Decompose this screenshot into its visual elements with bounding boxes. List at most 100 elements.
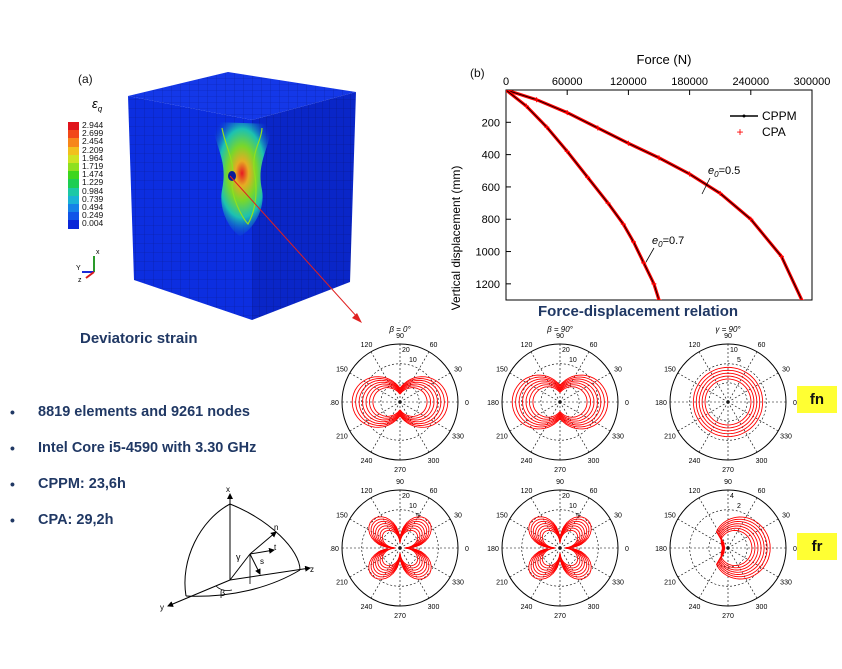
legend-value: 0.494 bbox=[82, 202, 104, 212]
polar-angle-label: 180 bbox=[487, 546, 499, 553]
x-tick-label: 0 bbox=[503, 76, 509, 88]
polar-angle-label: 30 bbox=[782, 513, 790, 520]
polar-ring bbox=[380, 528, 420, 568]
polar-angle-label: 210 bbox=[336, 580, 348, 587]
triad-y-label: Y bbox=[76, 265, 81, 272]
tag-fn: fn bbox=[797, 386, 837, 413]
polar-radial-label: 4 bbox=[730, 493, 734, 500]
polar-angle-label: 210 bbox=[336, 434, 348, 441]
polar-radial-label: 10 bbox=[730, 347, 738, 354]
polar-angle-label: 330 bbox=[452, 434, 464, 441]
polar-spoke bbox=[530, 401, 561, 453]
polar-title: β = 0° bbox=[388, 325, 411, 334]
polar-angle-label: 330 bbox=[452, 580, 464, 587]
polar-spoke bbox=[370, 401, 401, 453]
polar-angle-label: 0 bbox=[793, 400, 797, 407]
svg-text:γ: γ bbox=[236, 552, 241, 562]
legend-swatch bbox=[68, 146, 79, 155]
polar-curve bbox=[379, 527, 421, 569]
legend-swatch bbox=[68, 212, 79, 221]
polar-ring bbox=[361, 509, 439, 587]
polar-spoke bbox=[530, 547, 561, 599]
legend-swatch bbox=[68, 179, 79, 188]
legend-swatch bbox=[68, 122, 79, 131]
polar-angle-label: 210 bbox=[664, 434, 676, 441]
polar-angle-label: 270 bbox=[722, 613, 734, 620]
polar-angle-label: 150 bbox=[664, 367, 676, 374]
legend-value: 1.964 bbox=[82, 152, 104, 163]
polar-spoke bbox=[559, 372, 611, 403]
polar-ring bbox=[708, 528, 748, 568]
polar-radial-label: 20 bbox=[402, 347, 410, 354]
caption-deviatoric: Deviatoric strain bbox=[80, 330, 198, 347]
svg-text:n: n bbox=[274, 523, 278, 532]
polar-curve bbox=[362, 381, 438, 423]
polar-curve bbox=[375, 523, 425, 573]
polar-spoke bbox=[399, 351, 430, 403]
cpa-point bbox=[687, 171, 693, 177]
polar-spoke bbox=[370, 497, 401, 549]
cpa-point bbox=[641, 260, 647, 266]
polar-spoke bbox=[559, 547, 611, 578]
polar-spoke bbox=[399, 401, 430, 453]
legend-swatch bbox=[68, 187, 79, 196]
y-tick-label: 400 bbox=[482, 150, 500, 162]
polar-curve bbox=[368, 516, 432, 580]
x-tick-label: 120000 bbox=[610, 76, 647, 88]
polar-angle-label: 150 bbox=[496, 513, 508, 520]
polar-angle-label: 150 bbox=[336, 513, 348, 520]
polar-spoke bbox=[677, 547, 729, 578]
x-tick-label: 60000 bbox=[552, 76, 583, 88]
polar-ring bbox=[521, 509, 599, 587]
polar-angle-label: 120 bbox=[521, 488, 533, 495]
polar-plot-1: β = 90°906030033030027024021018015012020… bbox=[487, 325, 629, 474]
legend-value: 0.249 bbox=[82, 210, 104, 221]
polar-angle-label: 300 bbox=[756, 604, 768, 611]
annotation-e07: e0=0.7 bbox=[645, 235, 684, 263]
polar-title: γ = 90° bbox=[715, 325, 741, 334]
legend-swatch bbox=[68, 130, 79, 139]
x-tick-label: 300000 bbox=[794, 76, 831, 88]
axis-triad-icon: x Y z bbox=[76, 249, 100, 284]
polar-angle-label: 60 bbox=[590, 488, 598, 495]
svg-text:s: s bbox=[260, 557, 264, 566]
cpa-point bbox=[717, 190, 723, 196]
polar-curve bbox=[372, 387, 428, 417]
polar-angle-label: 30 bbox=[782, 367, 790, 374]
polar-curve bbox=[522, 380, 598, 424]
polar-angle-label: 0 bbox=[793, 546, 797, 553]
polar-angle-label: 240 bbox=[361, 604, 373, 611]
polar-ring bbox=[380, 382, 420, 422]
x-tick-label: 180000 bbox=[671, 76, 708, 88]
legend-swatch bbox=[68, 163, 79, 172]
polar-spoke bbox=[559, 351, 590, 403]
y-tick-label: 1000 bbox=[476, 247, 500, 259]
cpa-point bbox=[625, 140, 631, 146]
polar-angle-label: 330 bbox=[612, 580, 624, 587]
caption-force-displacement: Force-displacement relation bbox=[538, 303, 739, 320]
polar-spoke bbox=[509, 518, 561, 549]
polar-angle-label: 210 bbox=[664, 580, 676, 587]
polar-spoke bbox=[399, 518, 451, 549]
polar-angle-label: 300 bbox=[588, 458, 600, 465]
polar-spoke bbox=[559, 518, 611, 549]
y-axis-label: Vertical displacement (mm) bbox=[449, 166, 463, 310]
polar-spoke bbox=[349, 401, 401, 432]
polar-angle-label: 240 bbox=[521, 604, 533, 611]
cpa-point bbox=[585, 174, 591, 180]
y-tick-label: 1200 bbox=[476, 279, 500, 291]
polar-angle-label: 90 bbox=[396, 479, 404, 486]
polar-angle-label: 60 bbox=[758, 342, 766, 349]
polar-angle-label: 330 bbox=[612, 434, 624, 441]
svg-text:β: β bbox=[220, 588, 225, 598]
polar-angle-label: 90 bbox=[396, 333, 404, 340]
polar-curve bbox=[515, 376, 605, 428]
polar-ring bbox=[361, 363, 439, 441]
polar-angle-label: 30 bbox=[454, 367, 462, 374]
polar-angle-label: 270 bbox=[394, 467, 406, 474]
cpa-point bbox=[534, 97, 540, 103]
polar-curve bbox=[370, 518, 430, 578]
